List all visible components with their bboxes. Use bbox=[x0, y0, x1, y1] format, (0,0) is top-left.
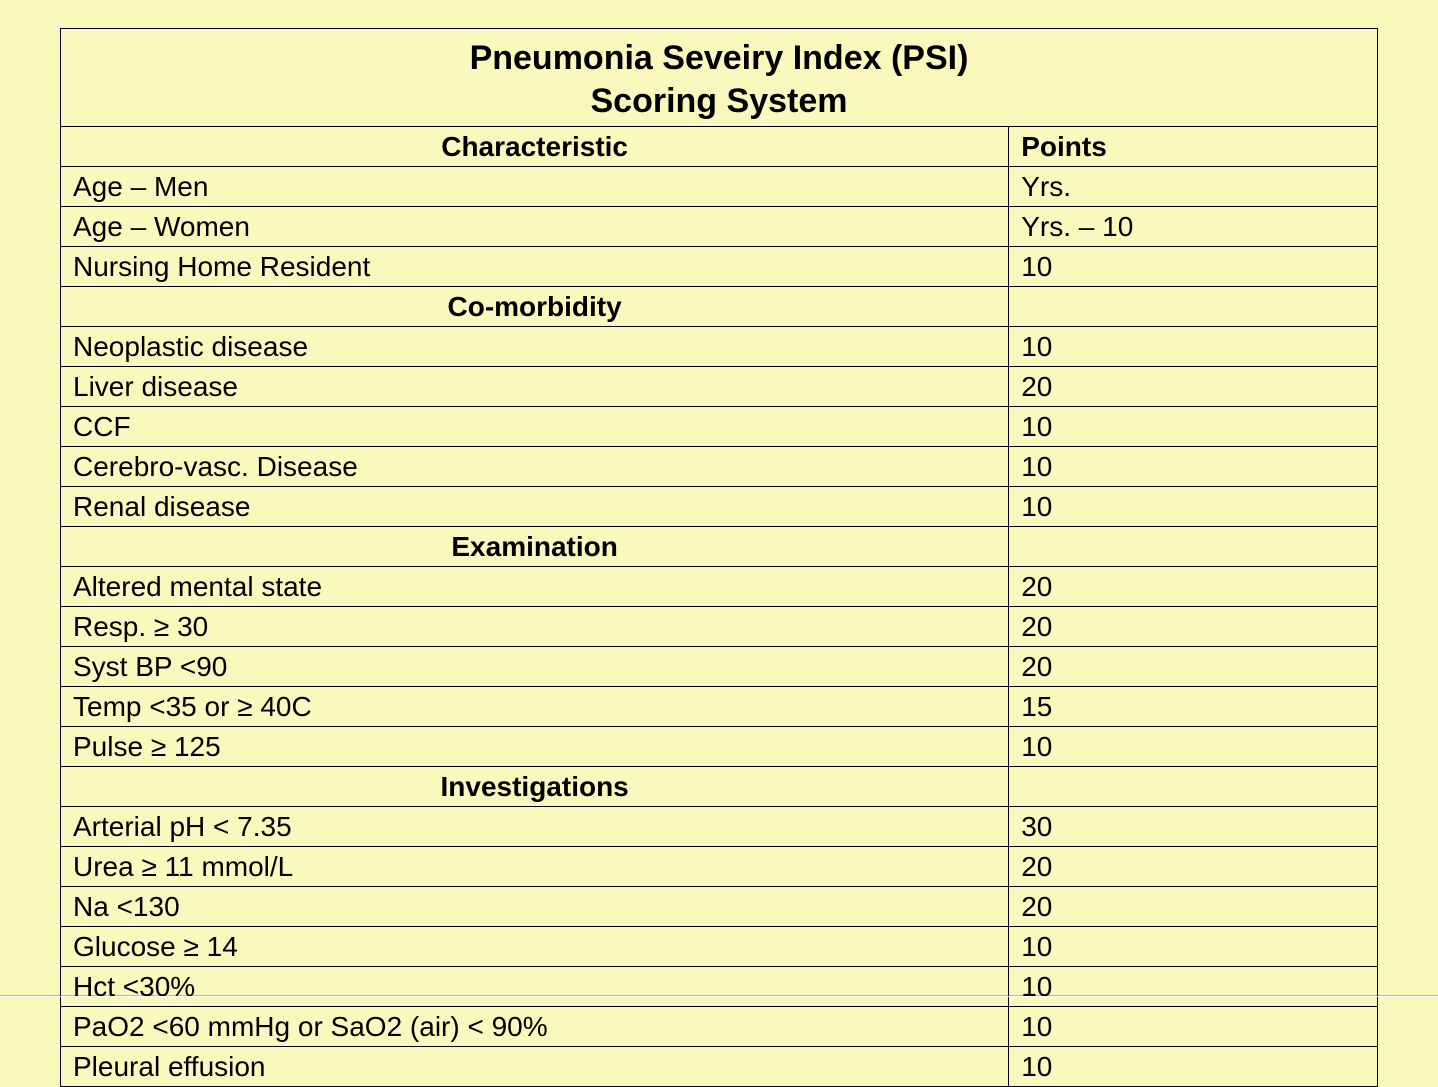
title-line-2: Scoring System bbox=[591, 82, 848, 120]
section-points-empty bbox=[1009, 767, 1378, 807]
points-cell: 20 bbox=[1009, 647, 1378, 687]
points-cell: 10 bbox=[1009, 247, 1378, 287]
points-cell: 20 bbox=[1009, 567, 1378, 607]
points-cell: 20 bbox=[1009, 367, 1378, 407]
section-points-empty bbox=[1009, 287, 1378, 327]
table-row: Age – MenYrs. bbox=[61, 167, 1378, 207]
table-title-row: Pneumonia Seveiry Index (PSI) Scoring Sy… bbox=[61, 29, 1378, 127]
column-header-characteristic: Characteristic bbox=[61, 127, 1009, 167]
table-row: Glucose ≥ 1410 bbox=[61, 927, 1378, 967]
section-row: Co-morbidity bbox=[61, 287, 1378, 327]
section-row: Investigations bbox=[61, 767, 1378, 807]
table-row: Hct <30%10 bbox=[61, 967, 1378, 1007]
table-row: Nursing Home Resident10 bbox=[61, 247, 1378, 287]
column-header-row: Characteristic Points bbox=[61, 127, 1378, 167]
section-points-empty bbox=[1009, 527, 1378, 567]
characteristic-cell: Resp. ≥ 30 bbox=[61, 607, 1009, 647]
column-header-points: Points bbox=[1009, 127, 1378, 167]
points-cell: 10 bbox=[1009, 487, 1378, 527]
table-row: Arterial pH < 7.3530 bbox=[61, 807, 1378, 847]
characteristic-cell: Age – Women bbox=[61, 207, 1009, 247]
points-cell: 10 bbox=[1009, 727, 1378, 767]
table-row: Resp. ≥ 3020 bbox=[61, 607, 1378, 647]
table-row: Temp <35 or ≥ 40C15 bbox=[61, 687, 1378, 727]
table-row: Syst BP <9020 bbox=[61, 647, 1378, 687]
table-title: Pneumonia Seveiry Index (PSI) Scoring Sy… bbox=[61, 29, 1378, 127]
table-row: Na <13020 bbox=[61, 887, 1378, 927]
table-row: Pleural effusion10 bbox=[61, 1047, 1378, 1087]
table-row: Age – WomenYrs. – 10 bbox=[61, 207, 1378, 247]
psi-table: Pneumonia Seveiry Index (PSI) Scoring Sy… bbox=[60, 28, 1378, 1087]
characteristic-cell: Pulse ≥ 125 bbox=[61, 727, 1009, 767]
points-cell: 20 bbox=[1009, 607, 1378, 647]
points-cell: 10 bbox=[1009, 1047, 1378, 1087]
table-row: Cerebro-vasc. Disease10 bbox=[61, 447, 1378, 487]
characteristic-cell: CCF bbox=[61, 407, 1009, 447]
characteristic-cell: Urea ≥ 11 mmol/L bbox=[61, 847, 1009, 887]
points-cell: Yrs. bbox=[1009, 167, 1378, 207]
characteristic-cell: Neoplastic disease bbox=[61, 327, 1009, 367]
characteristic-cell: Arterial pH < 7.35 bbox=[61, 807, 1009, 847]
points-cell: 20 bbox=[1009, 887, 1378, 927]
section-label: Co-morbidity bbox=[61, 287, 1009, 327]
table-row: Renal disease10 bbox=[61, 487, 1378, 527]
table-row: Liver disease20 bbox=[61, 367, 1378, 407]
title-line-1: Pneumonia Seveiry Index (PSI) bbox=[470, 39, 969, 77]
characteristic-cell: Cerebro-vasc. Disease bbox=[61, 447, 1009, 487]
characteristic-cell: Age – Men bbox=[61, 167, 1009, 207]
characteristic-cell: Hct <30% bbox=[61, 967, 1009, 1007]
points-cell: Yrs. – 10 bbox=[1009, 207, 1378, 247]
characteristic-cell: Altered mental state bbox=[61, 567, 1009, 607]
points-cell: 10 bbox=[1009, 1007, 1378, 1047]
slide: Pneumonia Seveiry Index (PSI) Scoring Sy… bbox=[0, 0, 1438, 1080]
characteristic-cell: Na <130 bbox=[61, 887, 1009, 927]
characteristic-cell: Syst BP <90 bbox=[61, 647, 1009, 687]
points-cell: 10 bbox=[1009, 327, 1378, 367]
characteristic-cell: Temp <35 or ≥ 40C bbox=[61, 687, 1009, 727]
table-row: PaO2 <60 mmHg or SaO2 (air) < 90%10 bbox=[61, 1007, 1378, 1047]
points-cell: 30 bbox=[1009, 807, 1378, 847]
points-cell: 10 bbox=[1009, 967, 1378, 1007]
divider bbox=[0, 995, 1438, 997]
points-cell: 20 bbox=[1009, 847, 1378, 887]
characteristic-cell: Pleural effusion bbox=[61, 1047, 1009, 1087]
characteristic-cell: Glucose ≥ 14 bbox=[61, 927, 1009, 967]
points-cell: 10 bbox=[1009, 407, 1378, 447]
points-cell: 10 bbox=[1009, 447, 1378, 487]
table-row: Altered mental state20 bbox=[61, 567, 1378, 607]
characteristic-cell: Liver disease bbox=[61, 367, 1009, 407]
characteristic-cell: Nursing Home Resident bbox=[61, 247, 1009, 287]
table-row: Urea ≥ 11 mmol/L20 bbox=[61, 847, 1378, 887]
characteristic-cell: Renal disease bbox=[61, 487, 1009, 527]
section-row: Examination bbox=[61, 527, 1378, 567]
table-row: CCF10 bbox=[61, 407, 1378, 447]
table-row: Pulse ≥ 12510 bbox=[61, 727, 1378, 767]
characteristic-cell: PaO2 <60 mmHg or SaO2 (air) < 90% bbox=[61, 1007, 1009, 1047]
psi-table-body: Pneumonia Seveiry Index (PSI) Scoring Sy… bbox=[61, 29, 1378, 1087]
table-row: Neoplastic disease10 bbox=[61, 327, 1378, 367]
section-label: Investigations bbox=[61, 767, 1009, 807]
points-cell: 15 bbox=[1009, 687, 1378, 727]
section-label: Examination bbox=[61, 527, 1009, 567]
points-cell: 10 bbox=[1009, 927, 1378, 967]
